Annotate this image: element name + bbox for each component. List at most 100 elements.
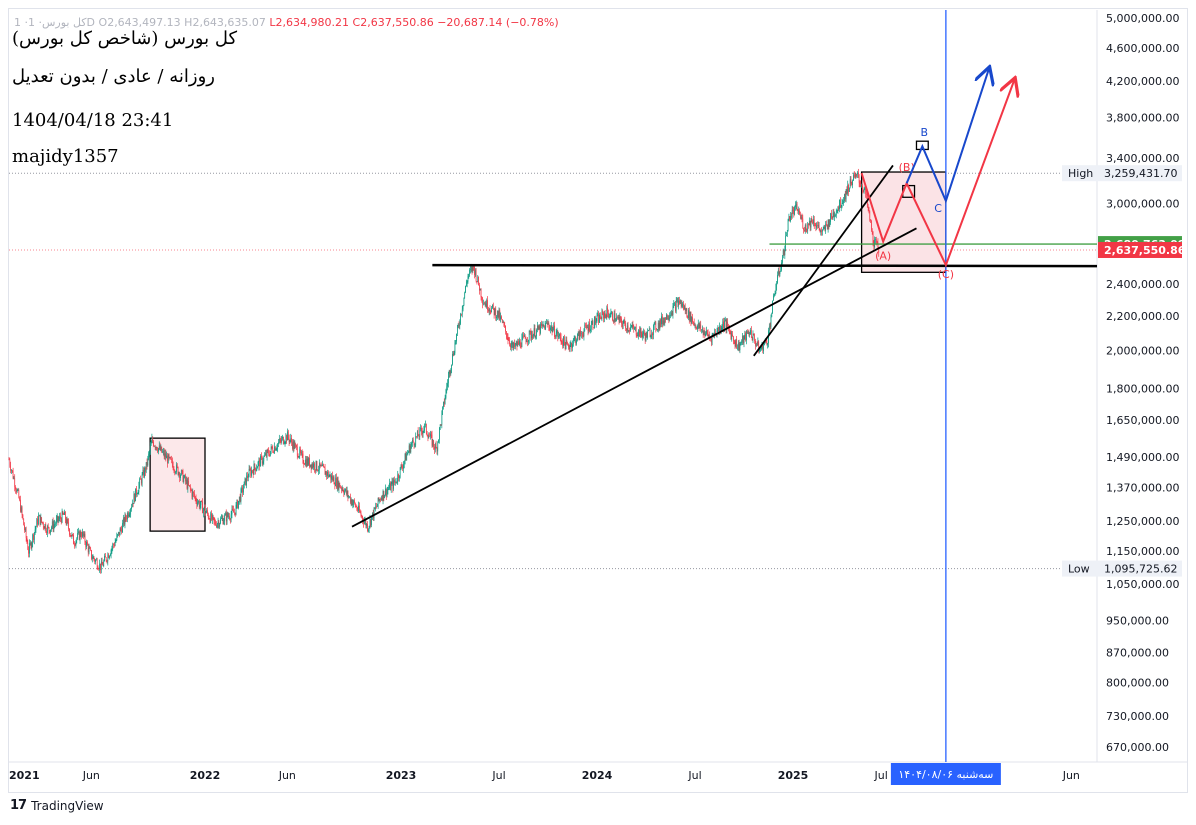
candle-body xyxy=(287,431,289,438)
candle-body xyxy=(813,219,815,226)
candle-body xyxy=(693,322,695,325)
footer-brand[interactable]: 17 TradingView xyxy=(10,798,104,813)
candle-body xyxy=(218,521,220,527)
candle-body xyxy=(832,212,834,219)
candle-body xyxy=(629,330,631,331)
candle-body xyxy=(875,239,876,240)
candle-body xyxy=(167,454,169,464)
candle-body xyxy=(124,515,126,525)
candle-body xyxy=(791,216,792,218)
candle-body xyxy=(318,462,320,470)
y-tick-label: 4,200,000.00 xyxy=(1106,75,1179,88)
candle-body xyxy=(303,462,305,465)
candle-body xyxy=(399,477,400,479)
candle-body xyxy=(199,504,201,508)
candle-body xyxy=(281,438,283,442)
candle-body xyxy=(576,340,577,344)
candle-body xyxy=(803,227,804,230)
candle-body xyxy=(514,344,516,347)
candle-body xyxy=(409,445,411,453)
candle-body xyxy=(510,344,511,348)
candle-body xyxy=(678,300,680,306)
close-value: C2,637,550.86 xyxy=(352,16,434,29)
candle-body xyxy=(24,525,25,531)
candle-body xyxy=(581,333,582,335)
candle-body xyxy=(605,314,607,319)
candle-body xyxy=(718,327,720,331)
candle-body xyxy=(353,500,354,504)
candle-body xyxy=(628,330,630,331)
candle-body xyxy=(797,210,799,212)
candle-body xyxy=(338,482,340,490)
candle-body xyxy=(648,330,649,332)
candle-body xyxy=(727,321,729,327)
candle-body xyxy=(56,515,58,519)
candle-body xyxy=(201,501,203,502)
candle-body xyxy=(708,335,710,337)
candle-body xyxy=(723,321,724,329)
candle-body xyxy=(387,489,389,491)
candle-body xyxy=(369,519,371,527)
candle-body xyxy=(151,438,153,443)
candle-body xyxy=(443,401,445,404)
candle-body xyxy=(804,225,806,232)
candle-body xyxy=(259,459,261,467)
candle-body xyxy=(264,455,265,457)
candle-body xyxy=(631,324,633,327)
candle-body xyxy=(595,317,596,324)
candle-body xyxy=(185,475,186,482)
candle-body xyxy=(390,482,391,491)
candle-body xyxy=(261,456,262,457)
candle-body xyxy=(620,316,622,319)
candle-body xyxy=(194,496,196,498)
candle-body xyxy=(842,202,844,204)
candle-body xyxy=(26,537,28,543)
candle-body xyxy=(598,314,599,323)
candle-body xyxy=(808,223,809,226)
candle-body xyxy=(603,312,604,319)
candle-body xyxy=(477,276,479,282)
candle-body xyxy=(305,459,306,465)
high-value: H2,643,635.07 xyxy=(184,16,266,29)
candle-body xyxy=(34,529,36,533)
candle-body xyxy=(96,559,98,569)
candle-body xyxy=(462,305,464,310)
candle-body xyxy=(539,326,541,334)
candle-body xyxy=(191,490,193,497)
candle-body xyxy=(402,467,403,469)
candle-body xyxy=(104,556,105,562)
candle-body xyxy=(272,448,274,452)
candle-body xyxy=(311,463,313,469)
candle-body xyxy=(786,235,787,237)
candle-body xyxy=(379,499,381,501)
candle-body xyxy=(410,445,412,453)
candle-body xyxy=(287,431,288,441)
candle-body xyxy=(666,314,667,320)
candle-body xyxy=(640,328,642,334)
candle-body xyxy=(693,322,694,323)
candle-body xyxy=(754,335,755,341)
candle-body xyxy=(397,474,399,482)
candle-body xyxy=(469,269,470,275)
candle-body xyxy=(158,445,160,449)
candle-body xyxy=(367,523,368,531)
candle-body xyxy=(608,312,609,318)
price-chart[interactable]: 5,000,000.00 4,600,000.00 4,200,000.00 3,80… xyxy=(0,0,1196,793)
candle-body xyxy=(818,224,820,229)
candle-body xyxy=(839,199,840,209)
candle-body xyxy=(73,544,75,546)
candle-body xyxy=(316,461,318,471)
candle-body xyxy=(62,511,64,515)
candle-body xyxy=(521,337,523,348)
candle-body xyxy=(84,533,86,543)
candle-body xyxy=(426,432,428,436)
candle-body xyxy=(102,564,104,566)
candle-body xyxy=(46,530,47,534)
candle-body xyxy=(592,321,594,328)
candle-body xyxy=(411,443,412,446)
candle-body xyxy=(685,308,687,311)
candle-body xyxy=(500,316,501,320)
candle-body xyxy=(541,323,542,326)
candle-body xyxy=(862,189,864,193)
candle-body xyxy=(381,497,383,501)
